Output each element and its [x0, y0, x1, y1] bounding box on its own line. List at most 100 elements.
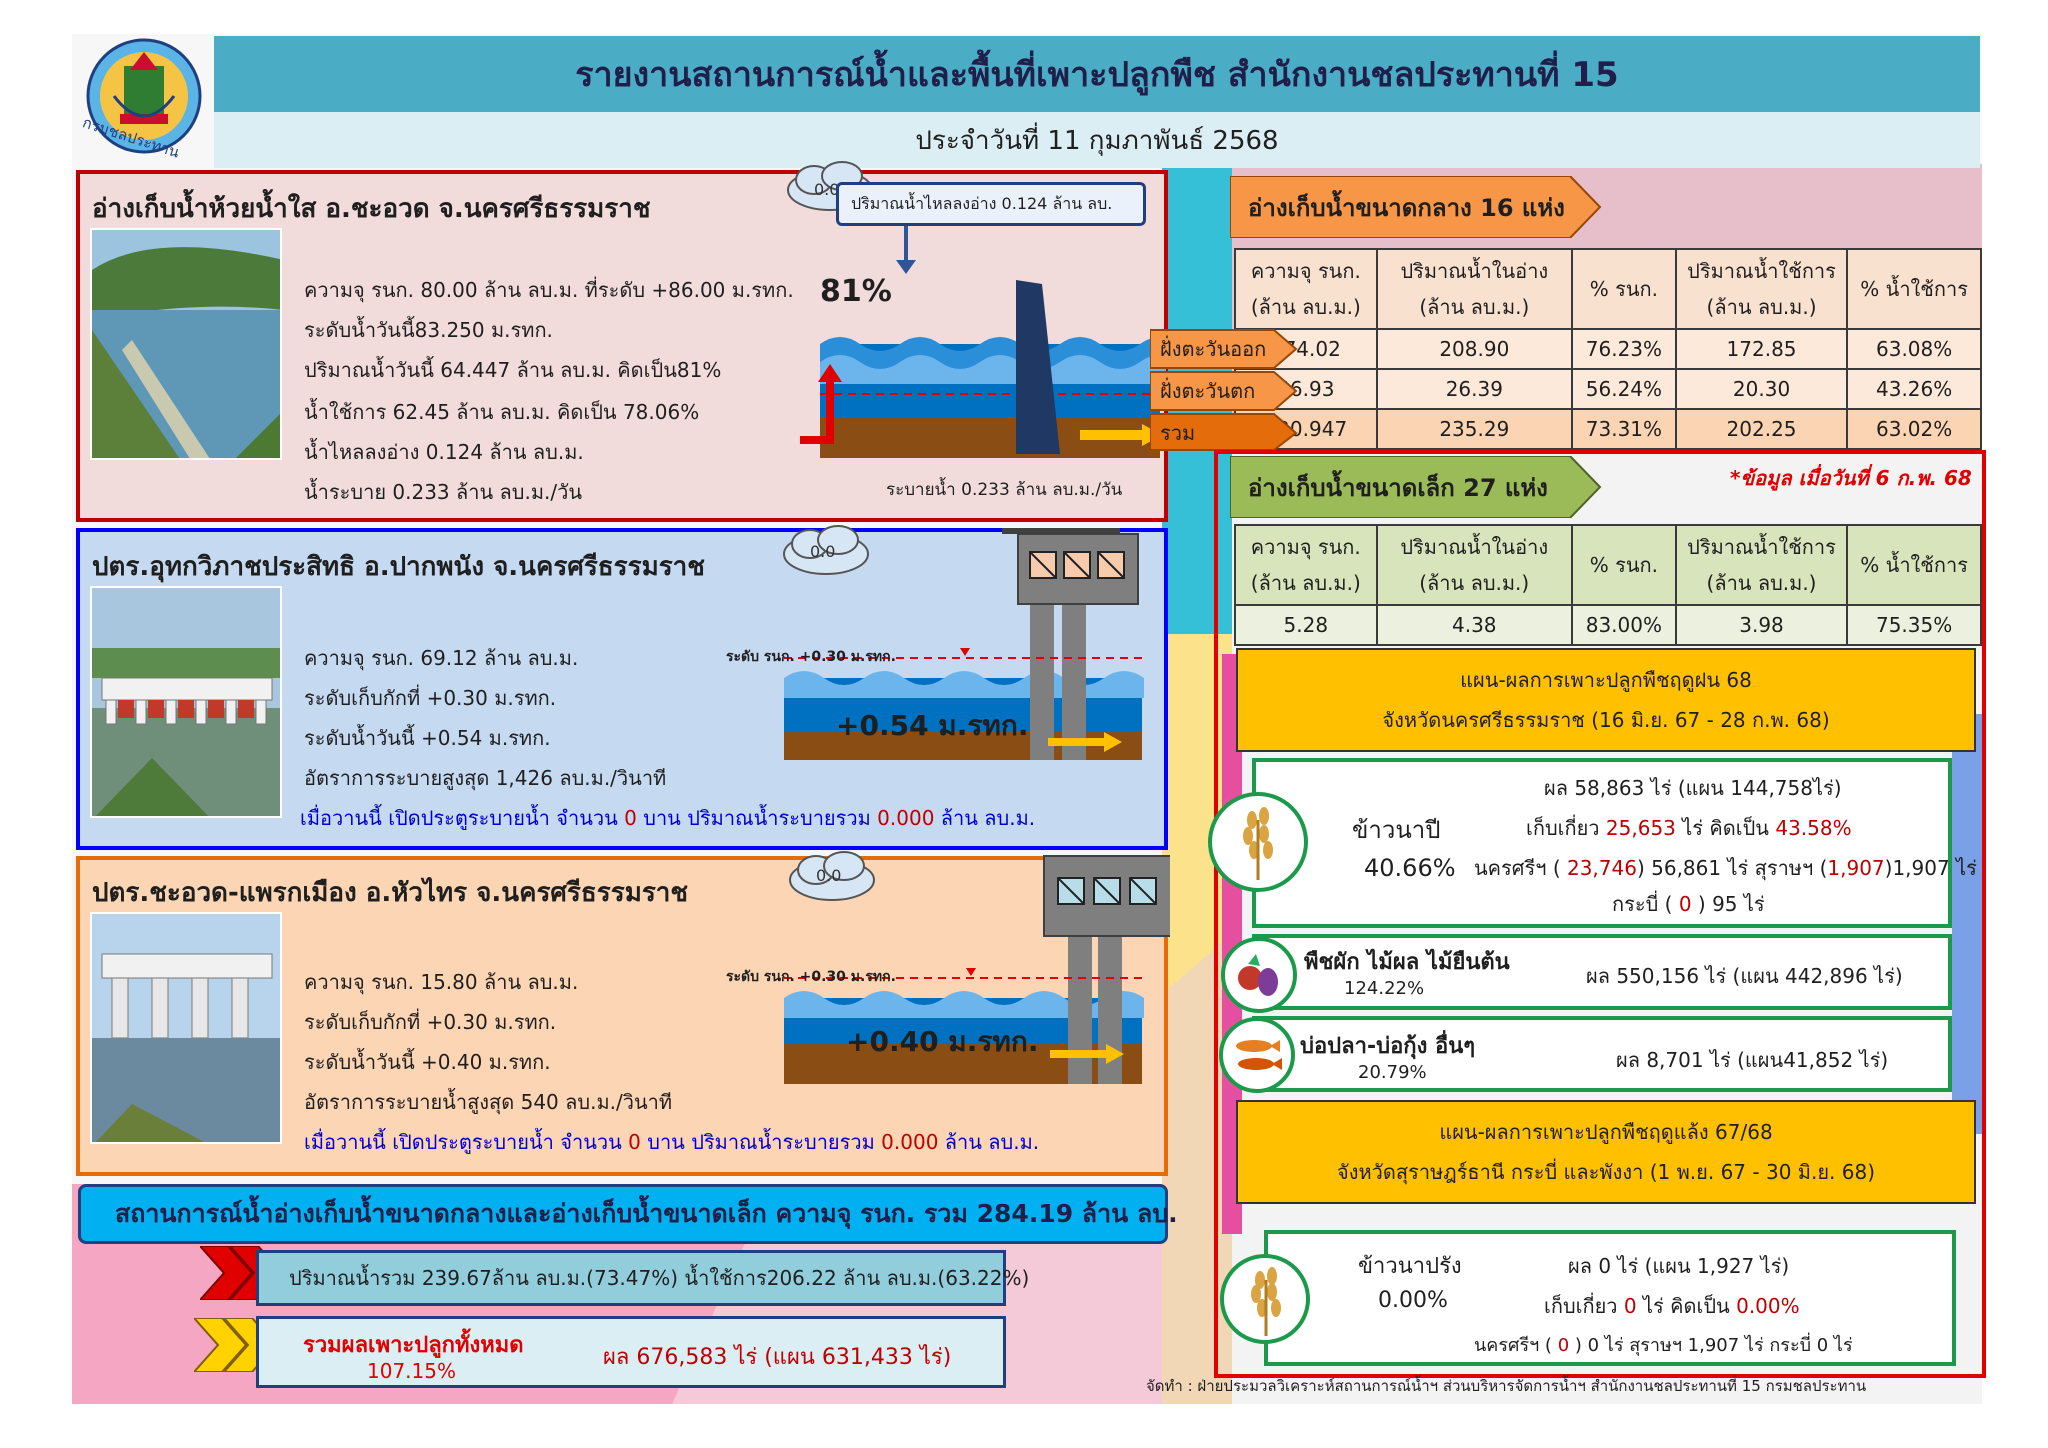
wet-season-title: แผน-ผลการเพาะปลูกพืชฤดูฝน 68 [1460, 668, 1752, 692]
regulator-1-max-release: อัตราการระบายสูงสุด 1,426 ลบ.ม./วินาที [304, 766, 667, 790]
down-arrow-icon [896, 226, 916, 274]
report-date: ประจำวันที่ 11 กุมภาพันธ์ 2568 [915, 125, 1279, 156]
table-row: 46.93 26.39 56.24% 20.30 43.26% [1234, 368, 1982, 410]
regulator-2-max-release: อัตราการระบายน้ำสูงสุด 540 ลบ.ม./วินาที [304, 1090, 673, 1114]
table-row: 274.02 208.90 76.23% 172.85 63.08% [1234, 328, 1982, 370]
dry-season-period: จังหวัดสุราษฎร์ธานี กระบี่ และพังงา (1 พ… [1337, 1160, 1875, 1184]
dry-rice-result: ผล 0 ไร่ (แผน 1,927 ไร่) [1568, 1254, 1790, 1278]
gate-status-text: บาน ปริมาณน้ำระบายรวม [636, 806, 878, 830]
regulator-1-rainfall: 0.0 [810, 542, 836, 561]
reservoir-level: ระดับน้ำวันนี้83.250 ม.รทก. [304, 318, 553, 342]
row-label-east: ฝั่งตะวันออก [1160, 337, 1267, 361]
small-reservoir-label: อ่างเก็บน้ำขนาดเล็ก 27 แห่ง [1248, 473, 1548, 502]
header-usable: ปริมาณน้ำใช้การ (ล้าน ลบ.ม.) [1674, 248, 1849, 330]
regulator-2-level-marker: ระดับ รนก. +0.30 ม.รทก. [726, 969, 896, 985]
gate-status-text: บาน ปริมาณน้ำระบายรวม [640, 1130, 882, 1154]
wet-season-scroll: แผน-ผลการเพาะปลูกพืชฤดูฝน 68 จังหวัดนครศ… [1236, 648, 1976, 752]
header-text: % น้ำใช้การ [1860, 277, 1968, 301]
dry-season-title: แผน-ผลการเพาะปลูกพืชฤดูแล้ง 67/68 [1439, 1120, 1773, 1144]
small-reservoir-table: ความจุ รนก. (ล้าน ลบ.ม.) ปริมาณน้ำในอ่าง (… [1234, 524, 1982, 646]
regulator-2-storage-level: ระดับเก็บกักที่ +0.30 ม.รทก. [304, 1010, 557, 1034]
header-text: ปริมาณน้ำในอ่าง [1400, 535, 1549, 559]
header-unit: (ล้าน ลบ.ม.) [1706, 571, 1817, 595]
harvest-percent: 43.58% [1775, 816, 1852, 840]
table-cell: 75.35% [1846, 604, 1982, 646]
table-cell: 235.29 [1375, 408, 1573, 450]
dry-season-scroll: แผน-ผลการเพาะปลูกพืชฤดูแล้ง 67/68 จังหวั… [1236, 1100, 1976, 1204]
header-usable-percent: % น้ำใช้การ [1846, 524, 1982, 606]
regulator-1-photo [90, 586, 282, 818]
table-row: 320.947 235.29 73.31% 202.25 63.02% [1234, 408, 1982, 450]
regulator-2-gate-status: เมื่อวานนี้ เปิดประตูระบายน้ำ จำนวน 0 บา… [304, 1126, 1039, 1158]
regulator-1-gate-status: เมื่อวานนี้ เปิดประตูระบายน้ำ จำนวน 0 บา… [300, 802, 1035, 834]
regulator-2-big-level: +0.40 ม.รทก. [846, 1025, 1039, 1058]
table-cell: 43.26% [1846, 368, 1982, 410]
header-text: ปริมาณน้ำใช้การ [1687, 535, 1836, 559]
reservoir-rainfall: 0.0 [814, 180, 840, 199]
vegetable-icon [1221, 937, 1297, 1013]
header-text: ปริมาณน้ำในอ่าง [1400, 259, 1549, 283]
fish-name: บ่อปลา-บ่อกุ้ง อื่นๆ [1300, 1034, 1476, 1059]
page-title: รายงานสถานการณ์น้ำและพื้นที่เพาะปลูกพืช … [575, 55, 1619, 95]
wet-rice-krabi: กระบี่ ( 0 ) 95 ไร่ [1612, 888, 1765, 920]
reservoir-percent: 81% [820, 274, 892, 309]
medium-reservoir-label: อ่างเก็บน้ำขนาดกลาง 16 แห่ง [1248, 193, 1565, 222]
header-text: ปริมาณน้ำใช้การ [1687, 259, 1836, 283]
regulator-1-storage-level: ระดับเก็บกักที่ +0.30 ม.รทก. [304, 686, 557, 710]
header-volume: ปริมาณน้ำในอ่าง (ล้าน ลบ.ม.) [1375, 248, 1573, 330]
harvest-percent: 0.00% [1736, 1294, 1800, 1318]
veg-percent: 124.22% [1344, 978, 1425, 999]
small-reservoir-crop-frame [1214, 450, 1986, 1378]
regulator-1-level-marker: ระดับ รนก. +0.30 ม.รทก. [726, 649, 896, 665]
header-text: ความจุ รนก. [1250, 259, 1361, 283]
wet-rice-harvest: เก็บเกี่ยว 25,653 ไร่ คิดเป็น 43.58% [1526, 812, 1852, 844]
table-cell: 63.08% [1846, 328, 1982, 370]
gate-volume: 0.000 [877, 806, 935, 830]
summary-crop-box: รวมผลเพาะปลูกทั้งหมด 107.15% ผล 676,583 … [256, 1316, 1006, 1388]
table-cell: 56.24% [1570, 368, 1677, 410]
reservoir-inflow: น้ำไหลลงอ่าง 0.124 ล้าน ลบ.ม. [304, 440, 584, 464]
summary-crop-percent: 107.15% [367, 1359, 456, 1383]
table-cell: 5.28 [1234, 604, 1378, 646]
inflow-callout: ปริมาณน้ำไหลลงอ่าง 0.124 ล้าน ลบ. [836, 182, 1146, 226]
province-text: )1,907 ไร่ [1884, 856, 1977, 880]
medium-label-arrow [1230, 176, 1602, 238]
regulator-1-today-level: ระดับน้ำวันนี้ +0.54 ม.รทก. [304, 726, 551, 750]
reservoir-outflow: น้ำระบาย 0.233 ล้าน ลบ.ม./วัน [304, 480, 583, 504]
regulator-2-today-level: ระดับน้ำวันนี้ +0.40 ม.รทก. [304, 1050, 551, 1074]
table-cell: 46.93 [1234, 368, 1378, 410]
gate-status-text: ล้าน ลบ.ม. [938, 1130, 1040, 1154]
summary-banner-text: สถานการณ์น้ำอ่างเก็บน้ำขนาดกลางและอ่างเก… [115, 1199, 1178, 1228]
veg-box: พืชผัก ไม้ผล ไม้ยืนต้น 124.22% ผล 550,15… [1252, 934, 1952, 1010]
regulator-2-capacity: ความจุ รนก. 15.80 ล้าน ลบ.ม. [304, 970, 579, 994]
small-label-arrow [1230, 456, 1602, 518]
regulator-2-diagram [784, 855, 1170, 1084]
province-text: กระบี่ ( [1612, 892, 1679, 916]
header-capacity: ความจุ รนก. (ล้าน ลบ.ม.) [1234, 524, 1378, 606]
medium-reservoir-table: ความจุ รนก. (ล้าน ลบ.ม.) ปริมาณน้ำในอ่าง (… [1234, 248, 1982, 450]
regulator-1-capacity: ความจุ รนก. 69.12 ล้าน ลบ.ม. [304, 646, 579, 670]
regulator-1-big-level: +0.54 ม.รทก. [836, 709, 1029, 742]
province-value: 23,746 [1566, 856, 1637, 880]
fish-icon [1219, 1017, 1295, 1093]
header-text: % น้ำใช้การ [1860, 553, 1968, 577]
dry-rice-harvest: เก็บเกี่ยว 0 ไร่ คิดเป็น 0.00% [1544, 1290, 1800, 1322]
harvest-text: เก็บเกี่ยว [1526, 816, 1606, 840]
summary-crop-line: ผล 676,583 ไร่ (แผน 631,433 ไร่) [603, 1345, 952, 1370]
table-cell: 320.947 [1234, 408, 1378, 450]
table-cell: 208.90 [1375, 328, 1573, 370]
fish-box: บ่อปลา-บ่อกุ้ง อื่นๆ 20.79% ผล 8,701 ไร่… [1252, 1016, 1952, 1092]
dry-rice-box: ข้าวนาปรัง 0.00% ผล 0 ไร่ (แผน 1,927 ไร่… [1264, 1230, 1956, 1366]
province-text: ) 95 ไร่ [1691, 892, 1765, 916]
summary-crop-label: รวมผลเพาะปลูกทั้งหมด [303, 1333, 524, 1358]
header-usable: ปริมาณน้ำใช้การ (ล้าน ลบ.ม.) [1674, 524, 1849, 606]
summary-water-line: ปริมาณน้ำรวม 239.67ล้าน ลบ.ม.(73.47%) น้… [256, 1250, 1029, 1306]
table-cell: 3.98 [1674, 604, 1849, 646]
wet-rice-province: นครศรีฯ ( 23,746) 56,861 ไร่ สุราษฯ (1,9… [1474, 852, 1977, 884]
header-usable-percent: % น้ำใช้การ [1846, 248, 1982, 330]
table-cell: 20.30 [1674, 368, 1849, 410]
header-unit: (ล้าน ลบ.ม.) [1706, 295, 1817, 319]
rain-cloud-icon [783, 525, 869, 575]
table-cell: 73.31% [1570, 408, 1677, 450]
table-cell: 63.02% [1846, 408, 1982, 450]
